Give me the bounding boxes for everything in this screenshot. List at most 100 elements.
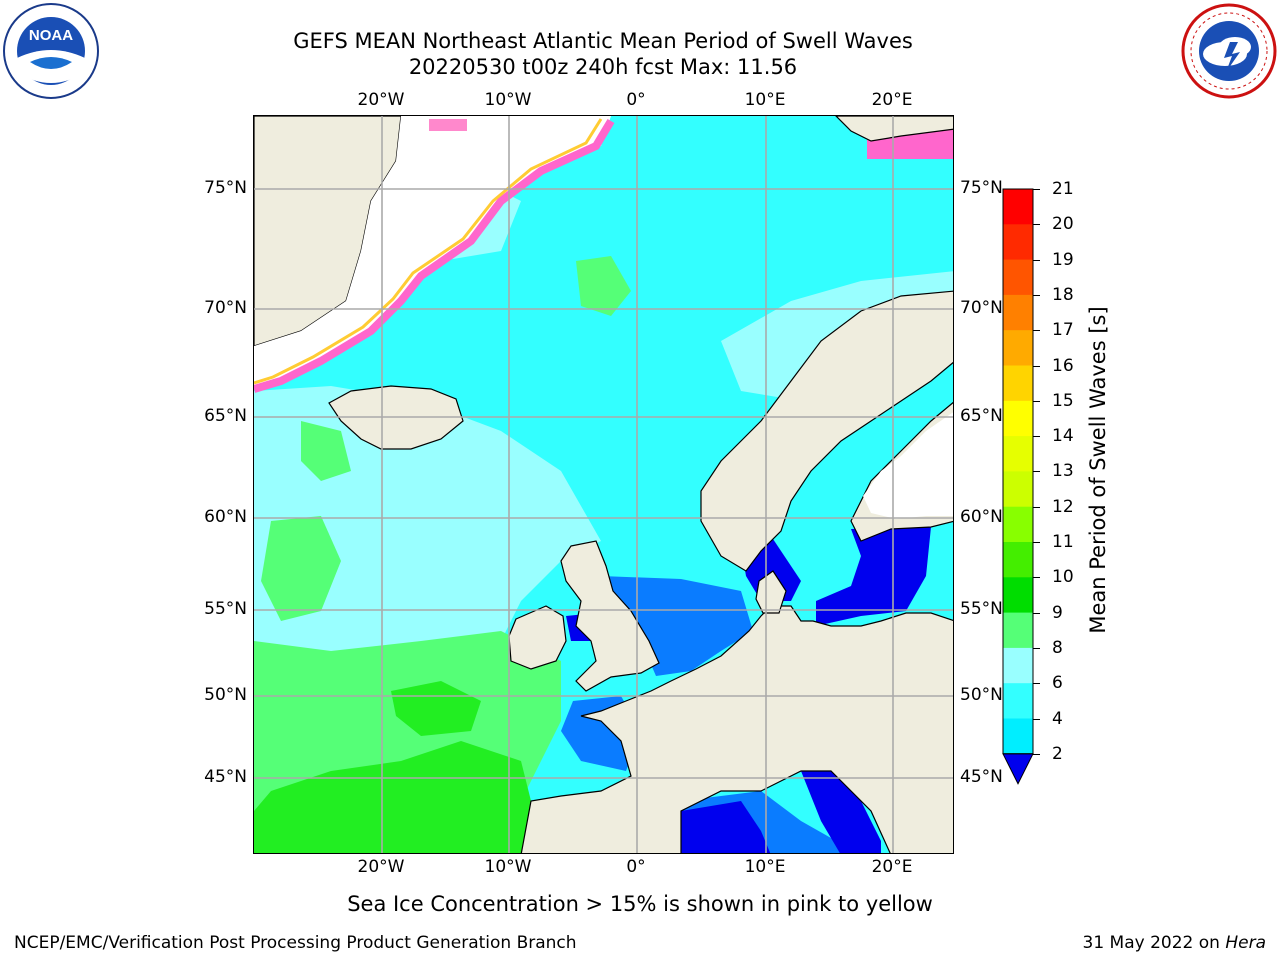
colorbar-band [1003,259,1033,296]
colorbar-tick-label: 9 [1052,602,1063,623]
colorbar-tick-mark [1033,365,1040,367]
top-lon-tick: 10°W [484,90,532,110]
colorbar-band [1003,294,1033,331]
bottom-lon-tick: 10°E [744,857,786,877]
colorbar-tick-label: 12 [1052,496,1074,517]
top-lon-tick: 20°E [871,90,913,110]
sea-ice-edge-yellow [254,118,603,385]
right-lat-tick: 65°N [960,406,1003,426]
colorbar-tick-label: 10 [1052,567,1074,588]
left-lat-tick: 50°N [204,685,247,705]
colorbar-tick-mark [1033,506,1040,508]
colorbar-tick-mark [1033,718,1040,720]
colorbar-tick-label: 8 [1052,637,1063,658]
right-lat-tick: 45°N [960,767,1003,787]
bright-green-region [254,741,531,853]
colorbar-tick-mark [1033,436,1040,438]
svalbard-land [835,116,953,142]
colorbar-tick-mark [1033,471,1040,473]
colorbar-band [1003,683,1033,719]
swell-period-map [254,116,953,853]
colorbar-tick-mark [1033,259,1040,261]
bottom-lon-tick: 10°W [484,857,532,877]
colorbar-tick-label: 17 [1052,320,1074,341]
colorbar-tick-label: 6 [1052,673,1063,694]
sea-ice-edge [254,118,615,393]
left-lat-tick: 55°N [204,599,247,619]
noaa-logo: NOAA [2,2,100,100]
footer-date-text: 31 May 2022 on [1082,933,1220,953]
map-panel [253,115,954,854]
dark-blue-region [801,771,881,853]
colorbar-tick-label: 16 [1052,355,1074,376]
colorbar-band [1003,506,1033,543]
colorbar-tick-mark [1033,189,1040,190]
colorbar-tick-label: 13 [1052,461,1074,482]
colorbar-band [1003,436,1033,472]
top-lon-tick: 20°W [357,90,405,110]
colorbar-tick-mark [1033,542,1040,543]
dark-blue-region [816,527,931,626]
colorbar-svg [1002,188,1034,785]
colorbar-tick-label: 4 [1052,708,1063,729]
right-lat-tick: 55°N [960,599,1003,619]
europe-land [520,605,953,853]
colorbar-tick-label: 19 [1052,249,1074,270]
footer-host: Hera [1225,933,1266,953]
right-lat-tick: 70°N [960,298,1003,318]
footer-date: 31 May 2022 on Hera [1083,933,1267,953]
top-lon-tick: 0° [626,90,646,110]
right-lat-tick: 60°N [960,507,1003,527]
right-lat-tick: 50°N [960,685,1003,705]
colorbar-band [1003,647,1033,684]
colorbar-band [1003,612,1033,649]
colorbar-tick-label: 20 [1052,214,1074,235]
colorbar-tick-label: 14 [1052,426,1074,447]
colorbar-tick-mark [1033,753,1040,755]
colorbar-tick-mark [1033,577,1040,579]
graticule [254,116,953,853]
right-lat-tick: 75°N [960,178,1003,198]
colorbar-tick-label: 11 [1052,532,1074,552]
left-lat-tick: 45°N [204,767,247,787]
colorbar-tick-label: 2 [1052,743,1063,764]
nws-logo [1180,2,1278,100]
colorbar-tick-mark [1033,647,1040,649]
colorbar-band [1003,330,1033,366]
colorbar-band [1003,471,1033,508]
bright-green-region [391,681,481,736]
bottom-lon-tick: 20°W [357,857,405,877]
colorbar-band [1003,189,1033,225]
left-lat-tick: 70°N [204,298,247,318]
colorbar-band [1003,542,1033,578]
gulf-of-bothnia-white [863,412,953,519]
colorbar-tick-label: 18 [1052,284,1074,305]
colorbar-tick-label: 21 [1052,179,1074,199]
nws-logo-icon [1181,3,1277,99]
chart-subtitle: 20220530 t00z 240h fcst Max: 11.56 [408,55,798,79]
left-lat-tick: 60°N [204,507,247,527]
colorbar-band [1003,365,1033,402]
top-lon-tick: 10°E [744,90,786,110]
noaa-logo-icon: NOAA [3,3,99,99]
footer-credit: NCEP/EMC/Verification Post Processing Pr… [14,933,577,953]
chart-title: GEFS MEAN Northeast Atlantic Mean Period… [293,29,913,53]
colorbar-tick-mark [1033,400,1040,402]
green-region [301,421,351,481]
colorbar-tick-mark [1033,330,1040,332]
bottom-lon-tick: 20°E [871,857,913,877]
colorbar-tick-label: 15 [1052,390,1074,411]
denmark-land [755,570,787,614]
sea-ice-patch [429,119,467,131]
dark-blue-region [681,801,771,853]
colorbar-band [1003,577,1033,614]
colorbar-tick-mark [1033,224,1040,226]
left-lat-tick: 75°N [204,178,247,198]
sea-ice-note: Sea Ice Concentration > 15% is shown in … [347,892,933,916]
colorbar-tick-mark [1033,612,1040,614]
colorbar-band [1003,400,1033,437]
bottom-lon-tick: 0° [626,857,646,877]
colorbar-tick-mark [1033,683,1040,685]
colorbar-band [1003,718,1033,755]
blue-region [601,576,753,676]
